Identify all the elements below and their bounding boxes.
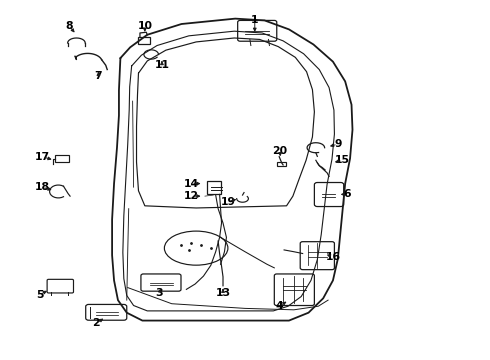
Text: 11: 11 <box>154 60 170 70</box>
Text: 7: 7 <box>95 71 102 81</box>
Text: 19: 19 <box>220 197 235 207</box>
Text: 13: 13 <box>216 288 231 298</box>
Text: 3: 3 <box>156 288 163 298</box>
Text: 5: 5 <box>36 290 44 300</box>
Text: 9: 9 <box>334 139 342 149</box>
Text: 15: 15 <box>335 155 350 165</box>
Bar <box>55 155 69 162</box>
Bar <box>277 162 286 166</box>
Text: 14: 14 <box>184 179 199 189</box>
Text: 2: 2 <box>92 319 100 328</box>
Text: 20: 20 <box>272 146 288 156</box>
Text: 17: 17 <box>35 152 50 162</box>
Text: 12: 12 <box>184 191 199 201</box>
Text: 6: 6 <box>344 189 351 199</box>
Text: 16: 16 <box>325 252 341 262</box>
Text: 18: 18 <box>35 182 49 192</box>
Text: 1: 1 <box>251 15 259 26</box>
Bar <box>207 181 220 194</box>
Bar <box>138 37 150 44</box>
Text: 8: 8 <box>65 21 73 31</box>
Text: 10: 10 <box>137 21 152 31</box>
Text: 4: 4 <box>275 301 283 311</box>
